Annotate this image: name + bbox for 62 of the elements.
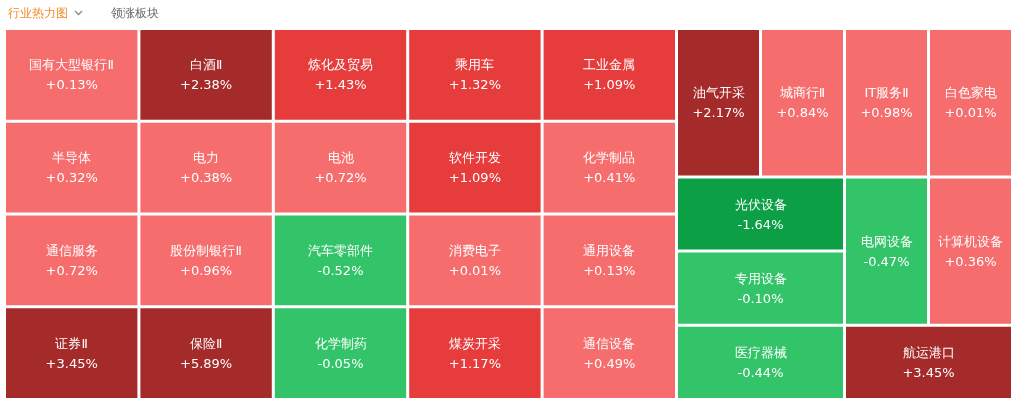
data-label: +1.09% bbox=[448, 170, 501, 186]
data-label: +0.72% bbox=[45, 262, 98, 278]
data-label: +0.49% bbox=[583, 355, 636, 371]
data-label: +3.45% bbox=[902, 364, 955, 380]
category-label: 计算机设备 bbox=[938, 233, 1003, 249]
data-label: -0.05% bbox=[317, 355, 364, 371]
data-label: -1.64% bbox=[737, 216, 784, 232]
data-label: +5.89% bbox=[180, 355, 233, 371]
category-label: 电力 bbox=[193, 150, 220, 166]
category-label: IT服务Ⅱ bbox=[864, 85, 909, 101]
category-label: 白酒Ⅱ bbox=[189, 57, 223, 73]
category-label: 半导体 bbox=[52, 150, 92, 166]
data-label: -0.52% bbox=[317, 262, 364, 278]
data-label: +0.41% bbox=[583, 170, 636, 186]
category-label: 通信服务 bbox=[45, 242, 98, 258]
category-label: 煤炭开采 bbox=[448, 335, 501, 351]
data-label: +3.45% bbox=[45, 355, 98, 371]
data-label: +0.13% bbox=[583, 262, 636, 278]
category-label: 汽车零部件 bbox=[308, 242, 373, 258]
category-label: 城商行Ⅱ bbox=[778, 85, 826, 101]
data-label: +1.32% bbox=[448, 77, 501, 93]
data-label: +0.32% bbox=[45, 170, 98, 186]
category-label: 通信设备 bbox=[583, 335, 636, 351]
data-label: -0.44% bbox=[737, 364, 784, 380]
category-label: 专用设备 bbox=[734, 270, 787, 286]
text: 行业热力图 bbox=[8, 4, 68, 22]
data-label: +0.96% bbox=[180, 262, 233, 278]
category-label: 电池 bbox=[327, 150, 354, 166]
data-label: +0.38% bbox=[180, 170, 233, 186]
data-label: +0.13% bbox=[45, 77, 98, 93]
data-label: +0.01% bbox=[944, 105, 997, 121]
category-label: 化学制品 bbox=[583, 150, 636, 166]
data-label: +0.72% bbox=[314, 170, 367, 186]
category-label: 证券Ⅱ bbox=[55, 335, 88, 351]
category-label: 乘用车 bbox=[455, 57, 495, 73]
data-label: +1.09% bbox=[583, 77, 636, 93]
category-label: 油气开采 bbox=[692, 85, 745, 101]
data-label: +1.43% bbox=[314, 77, 367, 93]
category-label: 电网设备 bbox=[860, 233, 913, 249]
data-label: +1.17% bbox=[448, 355, 501, 371]
data-label: +0.36% bbox=[944, 253, 997, 269]
category-label: 软件开发 bbox=[448, 150, 501, 166]
data-label: +0.84% bbox=[776, 105, 829, 121]
category-label: 保险Ⅱ bbox=[189, 335, 223, 351]
category-label: 工业金属 bbox=[583, 57, 636, 73]
category-label: 炼化及贸易 bbox=[308, 57, 373, 73]
category-label: 国有大型银行Ⅱ bbox=[29, 57, 114, 73]
category-label: 化学制药 bbox=[314, 335, 367, 351]
category-label: 航运港口 bbox=[902, 344, 955, 360]
data-label: +2.17% bbox=[692, 105, 745, 121]
data-label: +2.38% bbox=[180, 77, 233, 93]
category-label: 光伏设备 bbox=[734, 196, 787, 212]
data-label: +0.98% bbox=[860, 105, 913, 121]
category-label: 白色家电 bbox=[944, 85, 997, 101]
data-label: -0.10% bbox=[737, 290, 784, 306]
data-label: +0.01% bbox=[448, 262, 501, 278]
category-label: 医疗器械 bbox=[734, 344, 787, 360]
category-label: 股份制银行Ⅱ bbox=[170, 242, 242, 258]
data-label: -0.47% bbox=[863, 253, 910, 269]
category-label: 通用设备 bbox=[583, 242, 636, 258]
text: 领涨板块 bbox=[111, 4, 159, 22]
category-label: 消费电子 bbox=[448, 242, 501, 258]
